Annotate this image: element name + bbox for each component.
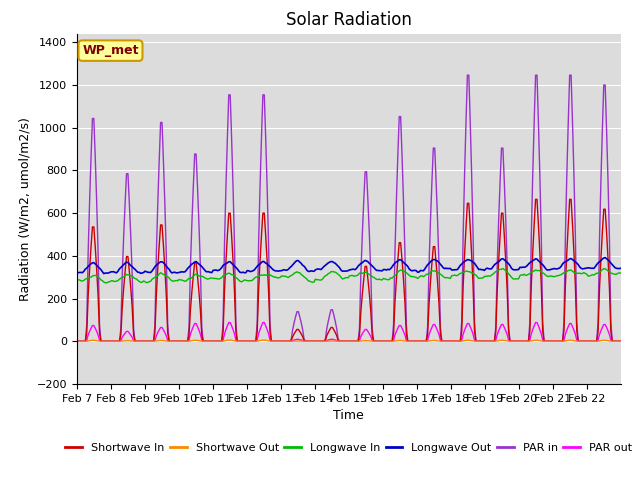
Shortwave In bbox=[92, 244, 99, 250]
Longwave In bbox=[92, 273, 99, 278]
PAR out bbox=[354, 338, 362, 344]
Longwave Out bbox=[100, 271, 108, 276]
PAR in bbox=[461, 172, 468, 178]
Shortwave Out bbox=[225, 337, 232, 343]
Shortwave Out bbox=[108, 338, 116, 344]
Longwave Out bbox=[602, 254, 609, 260]
PAR in bbox=[617, 338, 625, 344]
PAR in bbox=[614, 338, 622, 344]
PAR in bbox=[353, 338, 360, 344]
PAR in bbox=[108, 338, 116, 344]
Shortwave In bbox=[353, 338, 360, 344]
Line: Longwave In: Longwave In bbox=[77, 268, 621, 283]
Longwave Out bbox=[462, 258, 470, 264]
Longwave Out bbox=[92, 261, 99, 267]
X-axis label: Time: Time bbox=[333, 409, 364, 422]
Line: Longwave Out: Longwave Out bbox=[77, 257, 621, 274]
Shortwave In bbox=[461, 252, 468, 258]
Legend: Shortwave In, Shortwave Out, Longwave In, Longwave Out, PAR in, PAR out: Shortwave In, Shortwave Out, Longwave In… bbox=[61, 439, 637, 457]
PAR out bbox=[543, 338, 551, 344]
PAR out bbox=[73, 338, 81, 344]
Longwave Out bbox=[617, 265, 625, 271]
Longwave Out bbox=[354, 264, 362, 269]
Shortwave In bbox=[73, 338, 81, 344]
Longwave In bbox=[499, 265, 507, 271]
Longwave In bbox=[617, 270, 625, 276]
Y-axis label: Radiation (W/m2, umol/m2/s): Radiation (W/m2, umol/m2/s) bbox=[18, 117, 31, 301]
Longwave Out bbox=[73, 269, 81, 275]
PAR out bbox=[614, 338, 622, 344]
Longwave In bbox=[73, 277, 81, 283]
Text: WP_met: WP_met bbox=[82, 44, 139, 57]
Line: PAR out: PAR out bbox=[77, 323, 621, 341]
Line: Shortwave Out: Shortwave Out bbox=[77, 340, 621, 341]
Longwave In bbox=[545, 274, 552, 279]
PAR in bbox=[543, 338, 551, 344]
Longwave In bbox=[110, 278, 118, 284]
Longwave In bbox=[462, 268, 470, 274]
Shortwave In bbox=[617, 338, 625, 344]
PAR out bbox=[617, 338, 625, 344]
Shortwave Out bbox=[354, 338, 362, 344]
Longwave In bbox=[103, 280, 111, 286]
Title: Solar Radiation: Solar Radiation bbox=[286, 11, 412, 29]
Shortwave Out bbox=[73, 338, 81, 344]
Longwave Out bbox=[616, 265, 623, 271]
Longwave In bbox=[354, 272, 362, 278]
PAR out bbox=[225, 320, 232, 325]
Shortwave In bbox=[614, 338, 622, 344]
Longwave Out bbox=[110, 269, 118, 275]
Shortwave Out bbox=[617, 338, 625, 344]
PAR out bbox=[108, 338, 116, 344]
Shortwave Out bbox=[614, 338, 622, 344]
PAR in bbox=[73, 338, 81, 344]
Shortwave Out bbox=[543, 338, 551, 344]
Line: PAR in: PAR in bbox=[77, 75, 621, 341]
Shortwave Out bbox=[462, 337, 470, 343]
Longwave Out bbox=[543, 267, 551, 273]
Line: Shortwave In: Shortwave In bbox=[77, 199, 621, 341]
Shortwave In bbox=[532, 196, 540, 202]
PAR in bbox=[463, 72, 471, 78]
PAR in bbox=[92, 155, 99, 161]
Longwave In bbox=[616, 270, 623, 276]
PAR out bbox=[92, 325, 99, 331]
PAR out bbox=[462, 324, 470, 330]
Shortwave In bbox=[543, 338, 551, 344]
Shortwave Out bbox=[92, 337, 99, 343]
Shortwave In bbox=[108, 338, 116, 344]
